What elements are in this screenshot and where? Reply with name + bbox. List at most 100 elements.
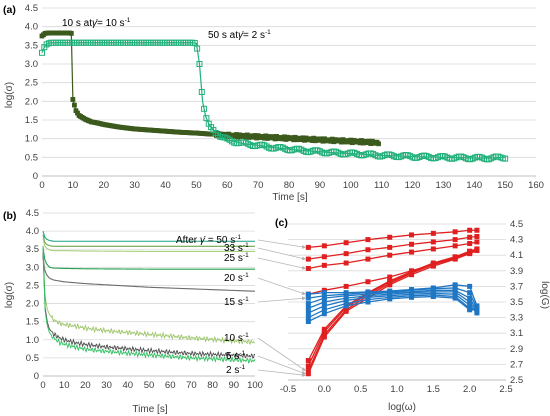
panel-c-marker bbox=[365, 237, 371, 243]
panel-c-marker bbox=[305, 265, 311, 271]
panel-a-xtick: 110 bbox=[374, 180, 389, 191]
panel-c-marker bbox=[452, 295, 458, 301]
panel-b-series-label-6: 10 s-1 bbox=[224, 332, 249, 344]
connector-arrow-6 bbox=[257, 337, 306, 372]
panel-a-ytick: 3.5 bbox=[25, 40, 38, 51]
panel-a-label: (a) bbox=[3, 4, 16, 16]
panel-c-marker bbox=[430, 260, 436, 266]
panel-c-marker bbox=[305, 256, 311, 262]
panel-a-marker bbox=[191, 40, 198, 47]
panel-a-marker bbox=[68, 30, 74, 36]
panel-c: (c) 2.5 2.7 2.9 3.1 3.3 3.5 3.7 3.9 4.1 4.3 4.5 -0.… bbox=[275, 217, 550, 413]
panel-c-marker bbox=[305, 301, 311, 307]
panel-b-label-gamma: γ̇ = bbox=[200, 235, 216, 246]
panel-a-xtick: 70 bbox=[253, 180, 264, 191]
panel-b-ytick: 0.5 bbox=[26, 353, 39, 364]
panel-c-marker bbox=[387, 234, 393, 240]
panel-a-ytick: 2.5 bbox=[25, 78, 38, 89]
panel-a-ytick: 1.5 bbox=[25, 115, 38, 126]
panel-b-label-rate: 2 s bbox=[226, 365, 239, 376]
panel-c-ytick: 2.5 bbox=[510, 375, 523, 386]
panel-a-marker bbox=[203, 115, 210, 122]
panel-c-marker bbox=[467, 227, 473, 233]
panel-c-marker bbox=[452, 237, 458, 243]
panel-b-ytick: 3.5 bbox=[26, 244, 39, 255]
panel-c-marker bbox=[467, 299, 473, 305]
panel-c-marker bbox=[305, 315, 311, 321]
panel-b-xtick: 20 bbox=[80, 380, 91, 391]
panel-c-marker bbox=[305, 319, 311, 324]
panel-b-label-sup: -1 bbox=[243, 252, 249, 259]
panel-c-marker bbox=[321, 326, 327, 332]
panel-b-series-label-1: After γ̇ = 50 s-1 bbox=[176, 234, 241, 246]
panel-b-series-labels: After γ̇ = 50 s-133 s-125 s-120 s-115 s-… bbox=[176, 234, 249, 376]
panel-c-series-line-3 bbox=[308, 241, 478, 270]
panel-c-xtick: 0.0 bbox=[318, 384, 331, 395]
panel-c-marker bbox=[467, 290, 473, 296]
panel-c-marker bbox=[387, 244, 393, 250]
panel-c-ytick: 3.1 bbox=[510, 328, 523, 339]
panel-a-xtick: 30 bbox=[129, 180, 140, 191]
panel-b-xtick: 80 bbox=[207, 380, 218, 391]
panel-c-marker bbox=[474, 227, 480, 233]
panel-c-marker bbox=[467, 234, 473, 240]
panel-c-marker bbox=[409, 241, 415, 247]
connector-arrow-8 bbox=[257, 369, 307, 377]
panel-b-label-rate: 33 s bbox=[224, 243, 243, 254]
panel-a-xtick: 80 bbox=[284, 180, 295, 191]
panel-b-series-label-3: 25 s-1 bbox=[224, 252, 249, 264]
panel-b-ytick: 4.0 bbox=[26, 226, 39, 237]
panel-b-ylabel: log(σ) bbox=[4, 282, 15, 308]
panel-c-marker bbox=[467, 241, 473, 246]
panel-b-series-label-7: 5 s-1 bbox=[226, 350, 246, 362]
panel-a-marker bbox=[72, 102, 77, 108]
panel-c-label: (c) bbox=[275, 217, 288, 229]
panel-c-marker bbox=[387, 252, 393, 258]
panel-c-xtick: 2.5 bbox=[499, 384, 512, 395]
connector-arrow-4 bbox=[257, 277, 306, 296]
panel-c-marker bbox=[474, 239, 480, 245]
panel-c-ytick: 4.5 bbox=[510, 219, 523, 230]
panel-a-marker bbox=[39, 49, 45, 56]
panel-c-marker bbox=[409, 232, 415, 238]
annotation-10s-rate: = 10 s bbox=[97, 18, 125, 29]
panel-c-marker bbox=[467, 295, 473, 301]
panel-b-ytick: 3.0 bbox=[26, 262, 39, 273]
panel-a-marker bbox=[196, 61, 203, 67]
panel-b-label-prefix: After bbox=[176, 235, 200, 246]
annotation-50s-rate: = 2 s bbox=[243, 30, 265, 41]
panel-c-marker bbox=[343, 303, 349, 309]
panel-b-xtick: 60 bbox=[165, 380, 176, 391]
panel-c-marker bbox=[452, 282, 458, 288]
panel-b-ytick: 2.5 bbox=[26, 280, 39, 291]
panel-c-marker bbox=[305, 310, 311, 316]
panel-c-marker bbox=[305, 305, 311, 311]
annotation-10s: 10 s atγ̇= 10 s-1 bbox=[62, 17, 131, 29]
panel-a-axes: 0 0.5 1.0 1.5 2.0 2.5 3.0 3.5 4.0 4.5 0 10 20 30 40 50 6… bbox=[25, 3, 544, 191]
annotation-50s-text: 50 s at bbox=[208, 30, 238, 41]
panel-c-ytick: 4.3 bbox=[510, 235, 523, 246]
panel-b-xtick: 100 bbox=[247, 380, 263, 391]
panel-b-ytick: 4.5 bbox=[26, 208, 39, 219]
panel-b-xtick: 50 bbox=[144, 380, 155, 391]
panel-c-series bbox=[305, 227, 480, 377]
panel-b-label-sup: -1 bbox=[243, 296, 249, 303]
panel-a-ytick: 2.0 bbox=[25, 96, 38, 107]
panel-b-label-sup: -1 bbox=[239, 350, 245, 357]
panel-c-marker bbox=[387, 278, 393, 284]
panel-c-series-line-6 bbox=[307, 249, 478, 371]
panel-c-xtick: 2.0 bbox=[463, 384, 476, 395]
panel-a-ytick: 1.0 bbox=[25, 134, 38, 145]
panel-b-series-label-5: 15 s-1 bbox=[224, 296, 249, 308]
panel-b-xtick: 30 bbox=[101, 380, 112, 391]
annotation-50s-sup: -1 bbox=[265, 29, 271, 36]
panel-a: (a) 0 0.5 1.0 1.5 2.0 2.5 3.0 3.5 4.0 4.5 0 10 20 30 4… bbox=[3, 3, 544, 203]
panel-c-marker bbox=[321, 303, 327, 309]
panel-c-marker bbox=[474, 246, 480, 252]
panel-c-marker bbox=[467, 307, 473, 313]
panel-c-series-line-8 bbox=[307, 248, 478, 361]
panel-c-series-line-5 bbox=[307, 249, 478, 375]
panel-b-xtick: 40 bbox=[123, 380, 134, 391]
panel-b-xtick: 90 bbox=[229, 380, 240, 391]
panel-c-ytick: 2.9 bbox=[510, 344, 523, 355]
